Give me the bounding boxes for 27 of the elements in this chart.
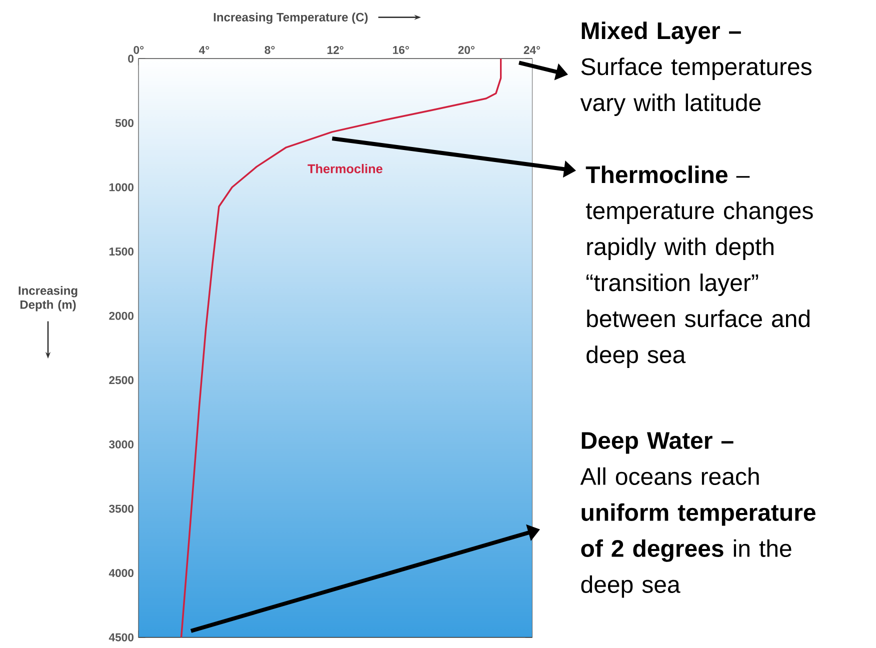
series-label: Thermocline <box>308 164 382 174</box>
text: Mixed Layer – <box>582 22 741 44</box>
y-tick-label: 1000 <box>109 183 134 192</box>
x-tick-label: 24° <box>524 46 540 54</box>
text: All oceans reach uniform temperature of 2 degrees in the deep sea <box>580 467 816 598</box>
x-tick-label: 16° <box>393 46 409 54</box>
y-tick-label: 2500 <box>109 376 134 384</box>
y-tick-label: 3000 <box>109 440 134 448</box>
y-tick-label: 1500 <box>109 248 134 256</box>
y-axis-title: Increasing Depth (m) <box>18 286 78 312</box>
text: Deep Water – <box>582 432 734 454</box>
y-tick-label: 4000 <box>108 569 134 578</box>
x-tick-label: 12° <box>327 46 344 54</box>
x-axis-title: Increasing Temperature (C) <box>214 12 368 24</box>
x-tick-label: 8° <box>264 46 275 54</box>
line-series <box>180 58 502 638</box>
x-tick-label: 20° <box>458 46 475 54</box>
y-tick-label: 2000 <box>109 312 134 320</box>
text: Surface temperatures vary with latitude <box>580 58 812 116</box>
text: temperature changes rapidly with depth “transition layer” between surface and deep sea <box>586 202 813 368</box>
y-tick-label: 4500 <box>108 633 134 642</box>
y-tick-label: 500 <box>115 118 134 127</box>
text: Thermocline – <box>586 166 750 184</box>
x-tick-label: 0° <box>134 46 144 54</box>
y-tick-label: 0 <box>128 54 134 63</box>
y-tick-label: 3500 <box>109 504 134 513</box>
x-tick-label: 4° <box>198 46 210 54</box>
